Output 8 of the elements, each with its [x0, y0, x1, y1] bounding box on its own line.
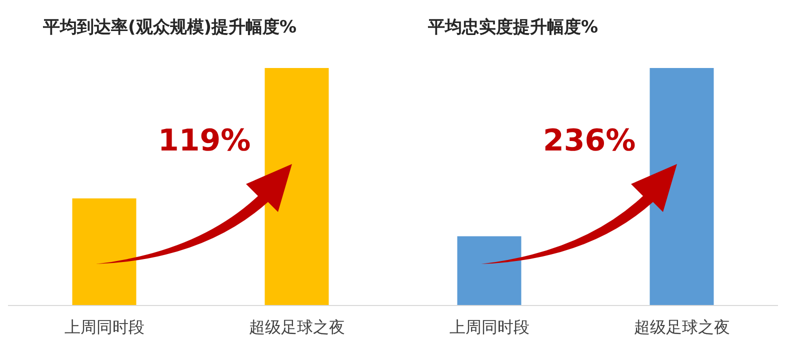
x-tick-label: 超级足球之夜	[248, 318, 345, 336]
annotation: 119%	[158, 124, 251, 158]
chart-title: 平均到达率(观众规模)提升幅度%	[42, 18, 297, 38]
x-tick-label: 上周同时段	[64, 318, 144, 336]
annotation: 236%	[543, 124, 636, 158]
chart-title: 平均忠实度提升幅度%	[427, 18, 598, 38]
x-tick-label: 上周同时段	[449, 318, 530, 336]
x-tick-label: 超级足球之夜	[634, 318, 730, 336]
